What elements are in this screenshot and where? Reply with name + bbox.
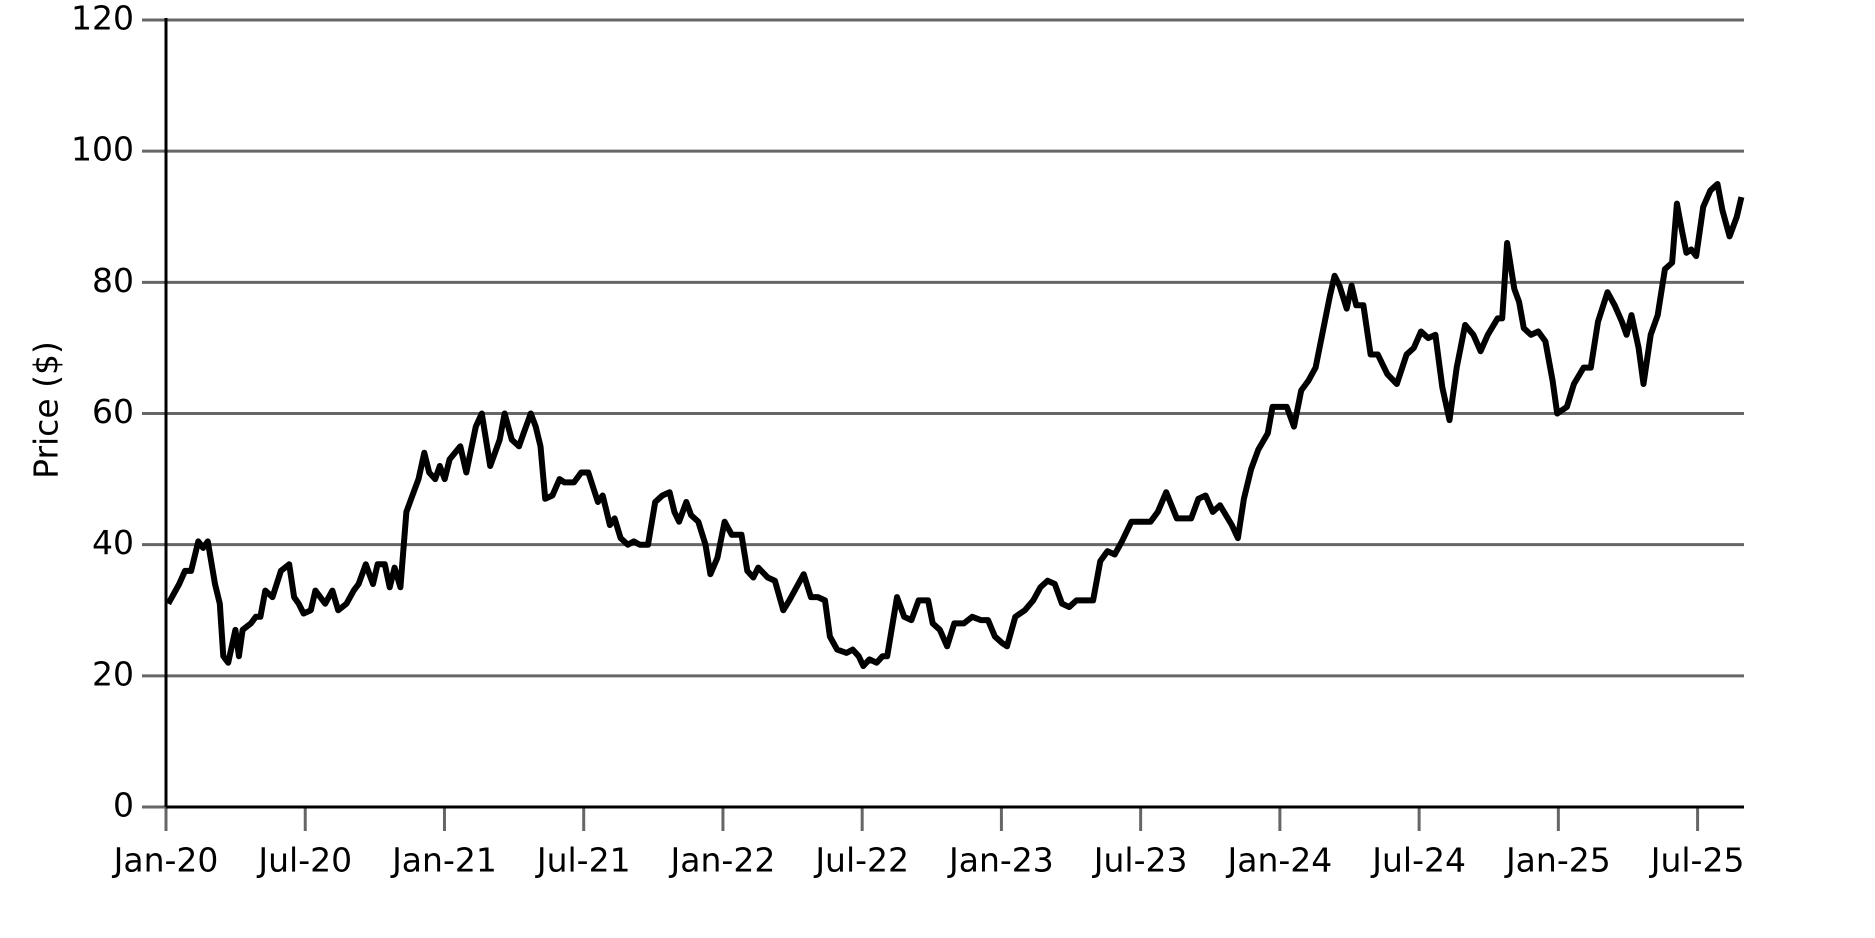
price-line bbox=[165, 181, 1745, 669]
x-tick-label: Jan-22 bbox=[669, 841, 776, 880]
x-tick-label: Jul-20 bbox=[256, 841, 352, 880]
y-tick-label: 80 bbox=[92, 261, 134, 300]
x-tick-label: Jan-24 bbox=[1225, 841, 1332, 880]
y-tick-label: 40 bbox=[92, 523, 134, 562]
x-tick-label: Jul-22 bbox=[813, 841, 909, 880]
x-tick-label: Jan-25 bbox=[1504, 841, 1611, 880]
x-tick-label: Jul-23 bbox=[1092, 841, 1188, 880]
y-axis-label: Price ($) bbox=[27, 341, 66, 479]
x-tick-label: Jan-20 bbox=[112, 841, 219, 880]
y-tick-label: 100 bbox=[71, 130, 134, 169]
y-tick-label: 60 bbox=[92, 392, 134, 431]
x-tick-label: Jan-21 bbox=[390, 841, 497, 880]
y-tick-label: 20 bbox=[92, 654, 134, 693]
y-tick-label: 120 bbox=[71, 0, 134, 38]
x-tick-label: Jul-25 bbox=[1649, 841, 1745, 880]
x-tick-label: Jul-24 bbox=[1370, 841, 1466, 880]
y-tick-label: 0 bbox=[113, 786, 134, 825]
x-tick-label: Jan-23 bbox=[947, 841, 1054, 880]
x-tick-label: Jul-21 bbox=[535, 841, 631, 880]
